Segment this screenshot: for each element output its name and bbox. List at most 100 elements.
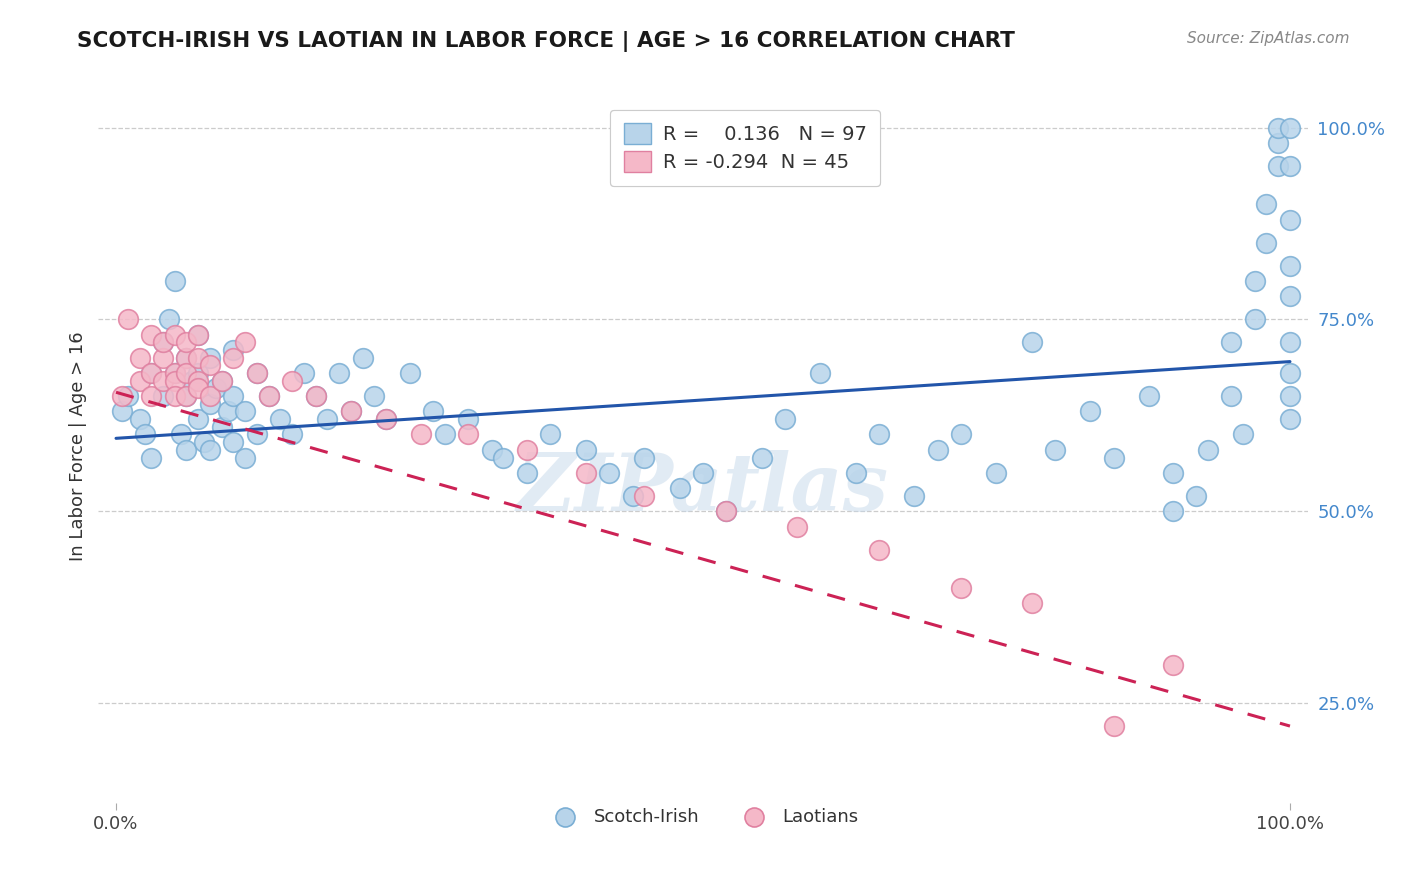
Point bbox=[1243, 312, 1265, 326]
Point bbox=[187, 381, 209, 395]
Point bbox=[1243, 274, 1265, 288]
Point bbox=[1267, 159, 1289, 173]
Point bbox=[1256, 197, 1278, 211]
Point bbox=[198, 389, 221, 403]
Point bbox=[1278, 366, 1301, 380]
Point bbox=[716, 504, 738, 518]
Point bbox=[217, 404, 239, 418]
Point bbox=[868, 542, 890, 557]
Point bbox=[375, 412, 398, 426]
Point bbox=[187, 351, 209, 365]
Point bbox=[198, 397, 221, 411]
Point bbox=[211, 374, 233, 388]
Text: SCOTCH-IRISH VS LAOTIAN IN LABOR FORCE | AGE > 16 CORRELATION CHART: SCOTCH-IRISH VS LAOTIAN IN LABOR FORCE |… bbox=[77, 31, 1015, 53]
Point bbox=[304, 389, 326, 403]
Point bbox=[927, 442, 949, 457]
Point bbox=[986, 466, 1008, 480]
Point bbox=[163, 327, 186, 342]
Point bbox=[1278, 212, 1301, 227]
Point bbox=[1220, 389, 1243, 403]
Point bbox=[575, 442, 598, 457]
Point bbox=[363, 389, 385, 403]
Point bbox=[422, 404, 444, 418]
Point bbox=[773, 412, 796, 426]
Point bbox=[187, 374, 209, 388]
Point bbox=[668, 481, 690, 495]
Point bbox=[633, 489, 655, 503]
Point bbox=[411, 427, 433, 442]
Point bbox=[716, 504, 738, 518]
Point bbox=[198, 359, 221, 373]
Point bbox=[176, 335, 198, 350]
Point bbox=[1102, 719, 1125, 733]
Point bbox=[845, 466, 868, 480]
Point bbox=[1220, 335, 1243, 350]
Point bbox=[233, 404, 256, 418]
Point bbox=[128, 412, 150, 426]
Point bbox=[176, 366, 198, 380]
Point bbox=[457, 427, 479, 442]
Point bbox=[198, 351, 221, 365]
Point bbox=[187, 327, 209, 342]
Point bbox=[1278, 159, 1301, 173]
Point bbox=[304, 389, 326, 403]
Point bbox=[152, 374, 174, 388]
Point bbox=[163, 389, 186, 403]
Point bbox=[950, 427, 973, 442]
Point bbox=[128, 374, 150, 388]
Point bbox=[1080, 404, 1102, 418]
Point bbox=[1278, 412, 1301, 426]
Point bbox=[187, 366, 209, 380]
Point bbox=[1102, 450, 1125, 465]
Point bbox=[1161, 657, 1184, 672]
Point bbox=[398, 366, 420, 380]
Point bbox=[163, 274, 186, 288]
Legend: Scotch-Irish, Laotians: Scotch-Irish, Laotians bbox=[540, 801, 866, 833]
Point bbox=[1161, 504, 1184, 518]
Point bbox=[621, 489, 644, 503]
Point bbox=[316, 412, 339, 426]
Point bbox=[187, 412, 209, 426]
Point bbox=[211, 419, 233, 434]
Point bbox=[808, 366, 831, 380]
Point bbox=[538, 427, 561, 442]
Point bbox=[433, 427, 456, 442]
Point bbox=[222, 389, 245, 403]
Point bbox=[1278, 389, 1301, 403]
Point bbox=[281, 427, 304, 442]
Point bbox=[246, 366, 269, 380]
Point bbox=[1161, 466, 1184, 480]
Point bbox=[516, 442, 538, 457]
Point bbox=[1043, 442, 1066, 457]
Point bbox=[163, 366, 186, 380]
Point bbox=[222, 351, 245, 365]
Point bbox=[204, 381, 226, 395]
Point bbox=[128, 351, 150, 365]
Point bbox=[222, 343, 245, 357]
Point bbox=[141, 450, 163, 465]
Point bbox=[1197, 442, 1219, 457]
Point bbox=[575, 466, 598, 480]
Text: ZIPatlas: ZIPatlas bbox=[517, 450, 889, 527]
Point bbox=[163, 374, 186, 388]
Point bbox=[176, 389, 198, 403]
Point bbox=[950, 581, 973, 595]
Point bbox=[340, 404, 363, 418]
Point bbox=[786, 519, 808, 533]
Point bbox=[141, 366, 163, 380]
Point bbox=[176, 442, 198, 457]
Point bbox=[375, 412, 398, 426]
Point bbox=[176, 351, 198, 365]
Point bbox=[633, 450, 655, 465]
Point bbox=[141, 327, 163, 342]
Point bbox=[352, 351, 374, 365]
Point bbox=[134, 427, 156, 442]
Point bbox=[246, 427, 269, 442]
Point bbox=[481, 442, 503, 457]
Point bbox=[692, 466, 714, 480]
Point bbox=[257, 389, 280, 403]
Point bbox=[281, 374, 304, 388]
Point bbox=[141, 389, 163, 403]
Point bbox=[233, 450, 256, 465]
Point bbox=[1278, 120, 1301, 135]
